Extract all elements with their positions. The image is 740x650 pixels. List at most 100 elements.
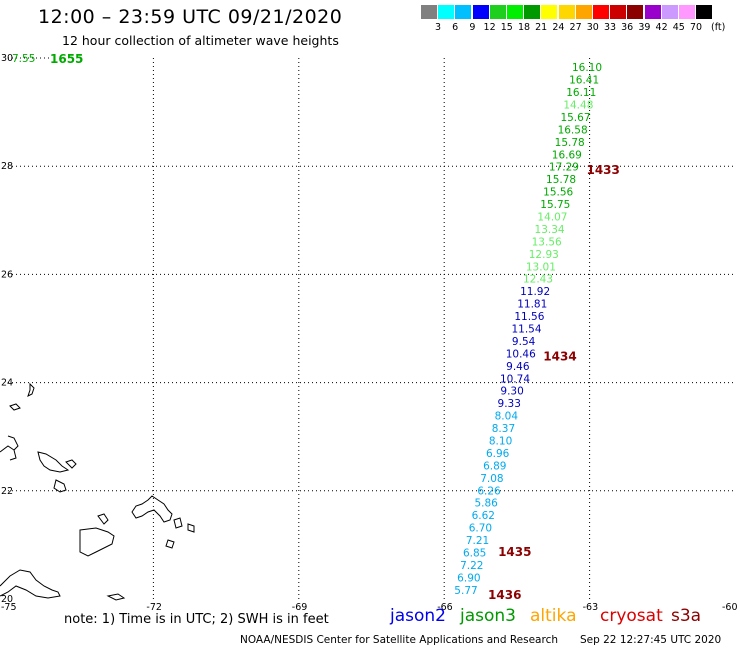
color-swatch: [472, 5, 489, 19]
edge-track-label: 7.55 1655: [12, 52, 83, 66]
color-scale-tick: 39: [638, 22, 651, 33]
color-swatch: [661, 5, 678, 19]
wave-height-value: 13.34: [535, 224, 565, 236]
color-scale-tick: 30: [586, 22, 599, 33]
track-time-labels: 1433 1434 1435 1436: [488, 163, 620, 602]
color-swatch: [644, 5, 661, 19]
wave-height-value: 12.43: [523, 274, 553, 286]
coastline-hispaniola: [0, 569, 61, 599]
track-time-label: 1433: [586, 163, 619, 177]
coastline-islands-c: [53, 479, 67, 493]
coastline-islands-a: [7, 435, 19, 451]
legend-jason2: jason2: [390, 606, 446, 626]
longitude-tick-label: -72: [146, 602, 162, 613]
latitude-tick-label: 24: [1, 378, 13, 389]
wave-height-value: 10.74: [500, 373, 530, 385]
coastline: [0, 382, 195, 601]
color-swatch: [558, 5, 575, 19]
wave-height-value: 11.81: [517, 299, 547, 311]
color-swatch: [421, 5, 437, 19]
wave-height-value: 6.96: [486, 448, 510, 460]
coastline-cay-2: [9, 403, 21, 411]
legend-s3a: s3a: [671, 606, 702, 626]
wave-height-value: 8.10: [489, 435, 512, 447]
longitude-axis: -75 -72 -69 -66 -63 -60: [1, 602, 738, 613]
edge-wave-height-value: 7.55: [12, 53, 35, 65]
color-swatch: [610, 5, 627, 19]
coastline-cay-1: [27, 382, 35, 397]
latitude-tick-label: 30: [1, 53, 13, 64]
wave-height-value: 6.62: [472, 510, 495, 522]
color-swatch: [679, 5, 695, 19]
altimeter-track: 16.1016.4116.1114.4815.6716.5815.7816.69…: [454, 62, 602, 597]
coastline-turks-caicos: [131, 495, 173, 523]
wave-height-value: 10.46: [506, 348, 536, 360]
footer-credit: NOAA/NESDIS Center for Satellite Applica…: [240, 634, 558, 646]
coastline-islands-f: [97, 513, 109, 525]
color-scale-tick: 6: [452, 22, 459, 33]
wave-height-value: 17.29: [549, 162, 579, 174]
legend-note: note: 1) Time is in UTC; 2) SWH is in fe…: [64, 612, 329, 627]
color-swatch: [575, 5, 592, 19]
coastline-cuba-tip: [0, 445, 17, 461]
latitude-tick-label: 28: [1, 161, 13, 172]
wave-height-value: 16.11: [566, 87, 596, 99]
wave-height-value: 9.30: [500, 386, 523, 398]
longitude-tick-label: -75: [1, 602, 17, 613]
wave-height-value: 11.56: [514, 311, 544, 323]
wave-height-value: 9.54: [512, 336, 536, 348]
wave-height-value: 14.07: [537, 212, 567, 224]
map-title: 12:00 – 23:59 UTC 09/21/2020: [38, 6, 343, 28]
coastline-islands-e: [79, 527, 115, 557]
wave-height-value: 9.33: [498, 398, 521, 410]
wave-height-value: 15.75: [540, 199, 570, 211]
color-swatch: [593, 5, 609, 19]
color-scale-tick: 70: [689, 22, 703, 33]
longitude-tick-label: -63: [583, 602, 599, 613]
wave-height-value: 13.56: [532, 236, 562, 248]
longitude-tick-label: -69: [292, 602, 308, 613]
color-swatch: [489, 5, 506, 19]
wave-height-value: 11.92: [520, 286, 550, 298]
wave-height-value: 5.77: [454, 585, 477, 597]
wave-height-value: 7.21: [466, 535, 489, 547]
wave-height-value: 15.78: [546, 174, 576, 186]
color-swatch: [627, 5, 644, 19]
wave-height-value: 7.22: [460, 560, 483, 572]
coastline-islands-d: [65, 459, 77, 469]
wave-height-value: 9.46: [506, 361, 530, 373]
color-swatch: [507, 5, 523, 19]
track-time-label: 1434: [543, 350, 576, 364]
color-scale-tick: 33: [603, 22, 617, 33]
wave-height-value: 8.37: [492, 423, 515, 435]
wave-height-value: 6.90: [457, 572, 480, 584]
color-swatch: [455, 5, 472, 19]
wave-height-value: 13.01: [526, 261, 556, 273]
color-scale-tick: 45: [672, 22, 685, 33]
wave-height-value: 16.41: [569, 75, 599, 87]
color-swatch: [696, 5, 713, 19]
wave-height-value: 6.70: [469, 523, 492, 535]
wave-height-value: 15.67: [560, 112, 590, 124]
coastline-islands-b: [37, 451, 70, 473]
legend-jason3: jason3: [460, 606, 516, 626]
color-scale-tick: 42: [655, 22, 668, 33]
latitude-tick-label: 22: [1, 486, 13, 497]
edge-time-label: 1655: [50, 52, 83, 66]
wave-height-value: 8.04: [495, 411, 519, 423]
wave-height-value: 15.78: [555, 137, 585, 149]
coastline-islands-j: [106, 593, 126, 601]
footer-timestamp: Sep 22 12:27:45 UTC 2020: [580, 634, 722, 646]
color-swatch: [438, 5, 455, 19]
longitude-tick-label: -60: [722, 602, 738, 613]
coastline-islands-h: [187, 523, 195, 533]
track-time-label: 1435: [498, 545, 531, 559]
wave-height-value: 16.58: [558, 124, 588, 136]
color-scale-tick: 12: [483, 22, 496, 33]
color-scale-tick: 3: [434, 22, 442, 33]
wave-height-value: 11.54: [511, 324, 541, 336]
track-time-label: 1436: [488, 588, 521, 602]
color-scale-tick: 24: [552, 22, 565, 33]
wave-height-value: 16.69: [552, 149, 582, 161]
